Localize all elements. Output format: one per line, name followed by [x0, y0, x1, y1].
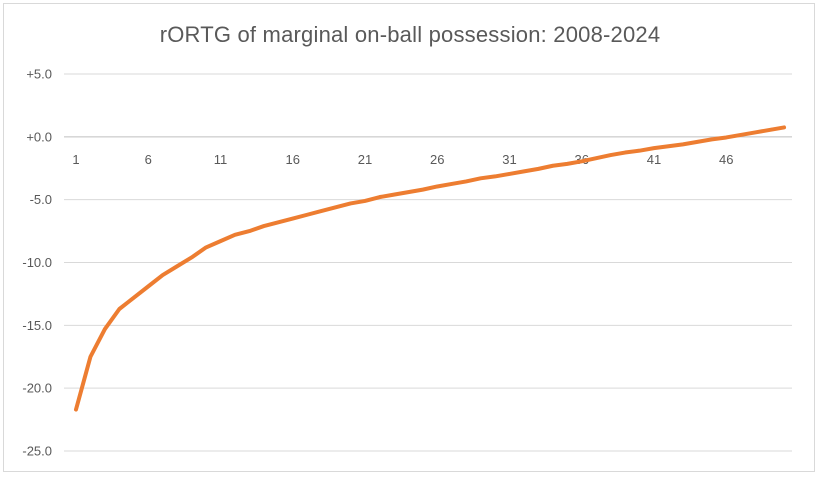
y-tick-label: -5.0 [30, 192, 52, 207]
x-axis-tick-labels: 1 6 11 16 21 26 31 36 41 46 [72, 152, 733, 167]
y-tick-label: +0.0 [26, 129, 52, 144]
chart-frame [3, 3, 815, 472]
x-tick-label: 26 [430, 152, 444, 167]
y-axis-tick-labels: +5.0 +0.0 -5.0 -10.0 -15.0 -20.0 -25.0 [22, 67, 52, 459]
x-tick-label: 41 [647, 152, 661, 167]
y-tick-label: -20.0 [22, 381, 52, 396]
x-tick-label: 16 [286, 152, 300, 167]
x-tick-label: 46 [719, 152, 733, 167]
gridlines [64, 73, 792, 452]
series-line [74, 125, 787, 412]
series-layer [74, 125, 787, 412]
x-tick-label: 11 [214, 152, 228, 167]
y-tick-label: -15.0 [22, 318, 52, 333]
x-tick-label: 21 [358, 152, 372, 167]
x-tick-label: 1 [72, 152, 79, 167]
x-tick-label: 31 [502, 152, 516, 167]
y-tick-label: -10.0 [22, 255, 52, 270]
y-tick-label: +5.0 [26, 67, 52, 82]
chart-title: rORTG of marginal on-ball possession: 20… [159, 22, 661, 47]
x-tick-label: 6 [145, 152, 152, 167]
y-tick-label: -25.0 [22, 444, 52, 459]
